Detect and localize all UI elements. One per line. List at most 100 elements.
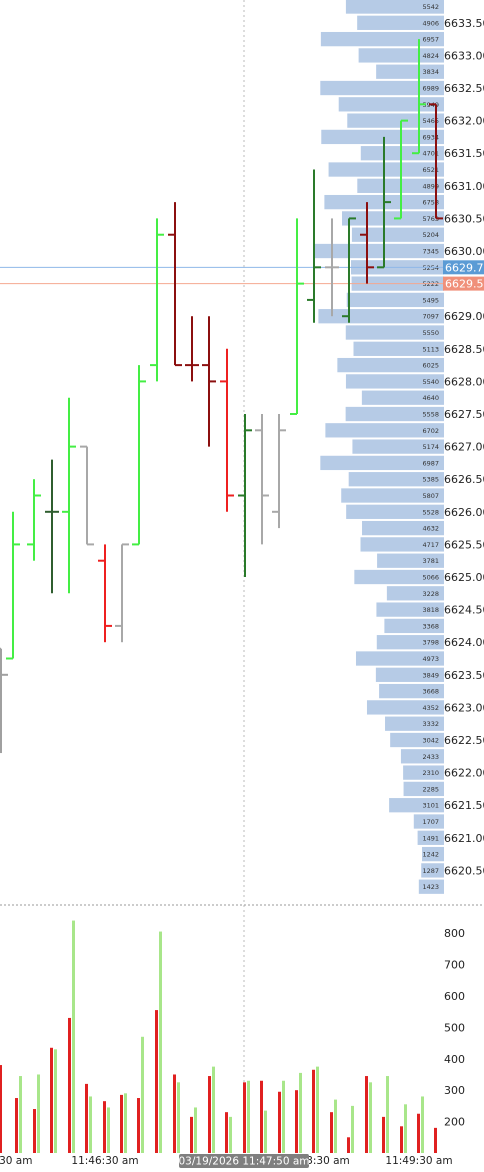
profile-bar-label: 3834 bbox=[422, 68, 439, 76]
volume-axis[interactable]: 800 700 600 500 400 300 200 bbox=[444, 927, 465, 1128]
profile-bar bbox=[337, 357, 444, 373]
volume-bar-sell bbox=[260, 1080, 263, 1153]
profile-bar-label: 5066 bbox=[422, 574, 439, 582]
profile-bar-label: 2433 bbox=[422, 753, 439, 761]
volume-bar-pair bbox=[347, 1105, 354, 1153]
volume-bar-buy bbox=[54, 1049, 57, 1153]
profile-bar bbox=[422, 846, 444, 862]
price-tick-label: 6631.50 bbox=[444, 147, 484, 160]
price-tick-label: 6626.00 bbox=[444, 506, 484, 519]
volume-bar-pair bbox=[330, 1099, 337, 1153]
volume-bar-buy bbox=[334, 1099, 337, 1153]
time-tick-label: 11:46:30 am bbox=[71, 1155, 138, 1167]
price-tick-label: 6625.50 bbox=[444, 538, 484, 551]
price-tick-label: 6632.00 bbox=[444, 115, 484, 128]
profile-bar bbox=[348, 472, 444, 487]
ohlc-bar bbox=[342, 217, 356, 323]
volume-bar-pair bbox=[120, 1093, 127, 1153]
volume-bar-buy bbox=[37, 1074, 40, 1153]
volume-bar-pair bbox=[155, 931, 162, 1153]
time-axis[interactable]: :30 am 11:46:30 am 3:30 am 11:49:30 am 03/19… bbox=[0, 1153, 484, 1168]
price-tick-label: 6621.00 bbox=[444, 832, 484, 845]
volume-bar-pair bbox=[434, 1127, 437, 1153]
volume-bar-pair bbox=[68, 920, 75, 1153]
profile-bar bbox=[320, 455, 444, 471]
volume-bar-sell bbox=[312, 1069, 315, 1153]
volume-tick-label: 600 bbox=[444, 990, 465, 1003]
volume-bar-pair bbox=[137, 1036, 144, 1153]
profile-bar-label: 5550 bbox=[422, 329, 439, 337]
ohlc-bar bbox=[238, 414, 252, 578]
price-tick-label: 6633.00 bbox=[444, 49, 484, 62]
price-axis[interactable]: 6633.50 6633.00 6632.50 6632.00 6631.50 6631.… bbox=[444, 17, 484, 878]
profile-bar-label: 5385 bbox=[422, 476, 439, 484]
profile-bar-label: 3668 bbox=[422, 688, 439, 696]
profile-bar-label: 3101 bbox=[422, 802, 439, 810]
profile-bar bbox=[345, 325, 444, 340]
profile-bar bbox=[400, 749, 444, 764]
profile-bar-label: 3849 bbox=[422, 671, 439, 679]
profile-bar bbox=[320, 31, 444, 47]
profile-bar bbox=[384, 618, 444, 634]
volume-bar-sell bbox=[155, 1010, 158, 1153]
profile-bar bbox=[377, 553, 444, 568]
profile-bar bbox=[321, 129, 444, 145]
price-tick-label: 6623.00 bbox=[444, 701, 484, 714]
profile-bar bbox=[385, 716, 444, 731]
ohlc-bar bbox=[6, 511, 20, 660]
volume-bar-sell bbox=[120, 1094, 123, 1153]
profile-bar bbox=[375, 667, 444, 682]
ohlc-bar bbox=[220, 348, 234, 512]
profile-bar bbox=[366, 700, 444, 715]
profile-bar bbox=[390, 732, 444, 748]
volume-bar-buy bbox=[124, 1093, 127, 1153]
profile-bar-label: 6521 bbox=[422, 166, 439, 174]
ohlc-bar bbox=[272, 414, 286, 529]
ohlc-bar bbox=[0, 647, 8, 754]
volume-bar-pair bbox=[190, 1107, 197, 1153]
volume-bar-sell bbox=[434, 1127, 437, 1153]
profile-bar-label: 4632 bbox=[422, 525, 439, 533]
ohlc-bar bbox=[377, 136, 391, 269]
time-tick-label: 3:30 am bbox=[306, 1155, 350, 1167]
volume-bar-sell bbox=[382, 1116, 385, 1153]
profile-bar bbox=[351, 227, 444, 242]
ohlc-bar bbox=[150, 218, 164, 382]
profile-bar bbox=[314, 243, 444, 259]
profile-bar-label: 5528 bbox=[422, 508, 439, 516]
profile-bar bbox=[376, 64, 444, 79]
price-tick-label: 6623.50 bbox=[444, 669, 484, 682]
volume-bar-sell bbox=[103, 1101, 106, 1153]
profile-bar bbox=[376, 635, 444, 650]
profile-bar bbox=[362, 520, 444, 536]
volume-bar-pair bbox=[0, 1065, 2, 1153]
volume-bar-pair bbox=[103, 1101, 110, 1153]
profile-bar-label: 3368 bbox=[422, 622, 439, 630]
profile-bar-label: 3798 bbox=[422, 639, 439, 647]
ohlc-bar bbox=[98, 544, 112, 643]
profile-bar bbox=[358, 48, 444, 63]
profile-bar-label: 6934 bbox=[422, 133, 439, 141]
volume-bar-pair bbox=[50, 1047, 57, 1153]
volume-bar-sell bbox=[137, 1098, 140, 1153]
ohlc-bar bbox=[429, 103, 443, 220]
ohlc-bar bbox=[132, 365, 146, 546]
profile-bar bbox=[325, 423, 444, 438]
volume-bar-sell bbox=[33, 1109, 36, 1153]
volume-bar-pair bbox=[225, 1112, 232, 1153]
profile-bar bbox=[376, 602, 444, 617]
ohlc-bar bbox=[202, 316, 216, 447]
ohlc-bar bbox=[115, 543, 129, 643]
volume-bar-buy bbox=[177, 1082, 180, 1153]
profile-bar-label: 4352 bbox=[422, 704, 439, 712]
profile-bar-label: 2310 bbox=[422, 769, 439, 777]
profile-bar-label: 3332 bbox=[422, 720, 439, 728]
profile-bar-label: 7345 bbox=[422, 248, 439, 256]
profile-bar-label: 1707 bbox=[422, 818, 439, 826]
volume-bar-buy bbox=[229, 1116, 232, 1153]
price-marker-badge bbox=[443, 276, 484, 291]
volume-bar-sell bbox=[0, 1065, 2, 1153]
profile-bar-label: 4640 bbox=[422, 394, 439, 402]
